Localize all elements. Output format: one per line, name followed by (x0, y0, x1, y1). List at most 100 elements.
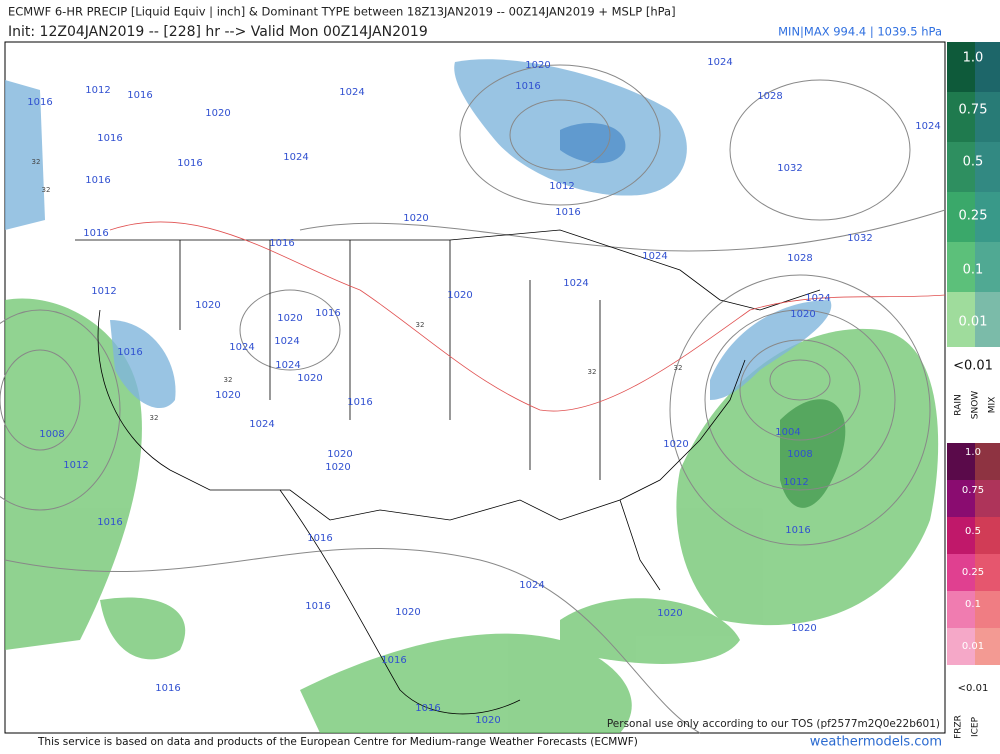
isobar-label: 1020 (475, 715, 500, 726)
isobar (739, 339, 861, 441)
isobar (239, 289, 341, 371)
isobar-label: 1012 (549, 181, 574, 192)
isobar-label: 1008 (39, 429, 64, 440)
scale-label: 0.75 (959, 103, 988, 118)
scale-label: 1.0 (963, 51, 984, 66)
isobar-label: 1024 (283, 152, 308, 163)
isobar-label: 1016 (555, 207, 580, 218)
isobar-label: 1020 (525, 60, 550, 71)
isobars (0, 64, 946, 734)
scale-label: 0.01 (962, 641, 984, 652)
rain-pacific (100, 597, 186, 660)
isobar-label: 1016 (83, 228, 108, 239)
isobar-label: 1020 (395, 607, 420, 618)
isobar-label: 1008 (787, 449, 812, 460)
isobar-label: 1016 (785, 525, 810, 536)
site-link[interactable]: weathermodels.com (810, 735, 942, 750)
scale-label: 0.5 (963, 155, 984, 170)
isobar-label: 1020 (790, 309, 815, 320)
border-coast (97, 309, 746, 521)
title: ECMWF 6-HR PRECIP [Liquid Equiv | inch] … (8, 5, 676, 19)
isobar-label: 1016 (97, 517, 122, 528)
isobar-label: 1024 (249, 419, 274, 430)
icep-strip (975, 443, 1000, 665)
scale-label: 0.1 (965, 599, 981, 610)
isobar (0, 309, 121, 511)
tos-note: Personal use only according to our TOS (… (607, 718, 940, 730)
subtitle: Init: 12Z04JAN2019 -- [228] hr --> Valid… (8, 24, 428, 40)
freezing-label: 32 (588, 368, 597, 376)
isobar-label: 1020 (297, 373, 322, 384)
isobar (769, 359, 831, 401)
isobar-label: 1020 (277, 313, 302, 324)
isobar (509, 99, 611, 171)
type-label: SNOW (971, 391, 981, 420)
rain-west (5, 298, 142, 650)
borders (75, 229, 821, 715)
border-florida (619, 499, 661, 591)
below-label: <0.01 (953, 359, 993, 374)
heavy-rain (780, 399, 846, 508)
snow-bc (5, 80, 45, 230)
swatch (947, 92, 1000, 142)
freezing-label: 32 (150, 414, 159, 422)
isobar-label: 1016 (85, 175, 110, 186)
swatch (947, 517, 1000, 554)
freezing-labels: 32 32 32 32 32 32 32 (32, 158, 683, 422)
swatch (947, 142, 1000, 192)
swatch (947, 292, 1000, 347)
freezing-label: 32 (674, 364, 683, 372)
isobar-label: 1024 (275, 360, 300, 371)
freezing-label: 32 (32, 158, 41, 166)
isobar-label: 1016 (515, 81, 540, 92)
freezing-line (109, 221, 946, 412)
isobar-label: 1020 (447, 290, 472, 301)
type-label: RAIN (954, 394, 964, 415)
isobar-label: 1024 (274, 336, 299, 347)
isobar-label: 1020 (325, 462, 350, 473)
swatch (947, 443, 1000, 480)
isobar-label: 1028 (757, 91, 782, 102)
isobar-label: 1020 (791, 623, 816, 634)
map: 1016 1012 1016 1020 1016 1016 1016 1012 1016 1008… (0, 41, 946, 734)
below-label: <0.01 (958, 683, 989, 694)
ice-colorbar: 1.0 0.75 0.5 0.25 0.1 0.01 <0.01 FRZR IC… (947, 443, 1000, 739)
min-max: MIN|MAX 994.4 | 1039.5 hPa (778, 25, 942, 39)
isobar-label: 1032 (777, 163, 802, 174)
isobar-label: 1032 (847, 233, 872, 244)
isobar-label: 1020 (205, 108, 230, 119)
isobar-label: 1024 (563, 278, 588, 289)
isobar-label: 1020 (195, 300, 220, 311)
isobar-label: 1024 (339, 87, 364, 98)
isobar-label: 1012 (91, 286, 116, 297)
snow-colorbar: 1.0 0.75 0.5 0.25 0.1 0.01 <0.01 RAIN SN… (947, 42, 1000, 419)
heavy-snow-core (560, 122, 626, 164)
snow-east (710, 300, 832, 400)
isobar-label: 1024 (707, 57, 732, 68)
freezing-label: 32 (416, 321, 425, 329)
isobar-label: 1016 (381, 655, 406, 666)
freezing-label: 32 (42, 186, 51, 194)
isobar (0, 349, 81, 451)
isobar-label: 1020 (663, 439, 688, 450)
heavy-snow (560, 122, 626, 164)
swatch (947, 242, 1000, 292)
swatch (947, 42, 1000, 92)
scale-label: 0.25 (959, 209, 988, 224)
scale-label: 0.5 (965, 526, 981, 537)
rain-gulf (560, 598, 740, 664)
isobar-label: 1024 (229, 342, 254, 353)
state-lines (179, 240, 601, 480)
isobar-label: 1016 (347, 397, 372, 408)
scale-label: 0.01 (959, 315, 988, 330)
isobar (729, 79, 911, 221)
isobar-label: 1028 (787, 253, 812, 264)
isobar-label: 1012 (85, 85, 110, 96)
isobar-label: 1016 (415, 703, 440, 714)
scale-label: 0.1 (963, 263, 984, 278)
isobar-label: 1016 (305, 601, 330, 612)
isobar-label: 1016 (97, 133, 122, 144)
isobar-label: 1016 (307, 533, 332, 544)
isobar-label: 1024 (642, 251, 667, 262)
